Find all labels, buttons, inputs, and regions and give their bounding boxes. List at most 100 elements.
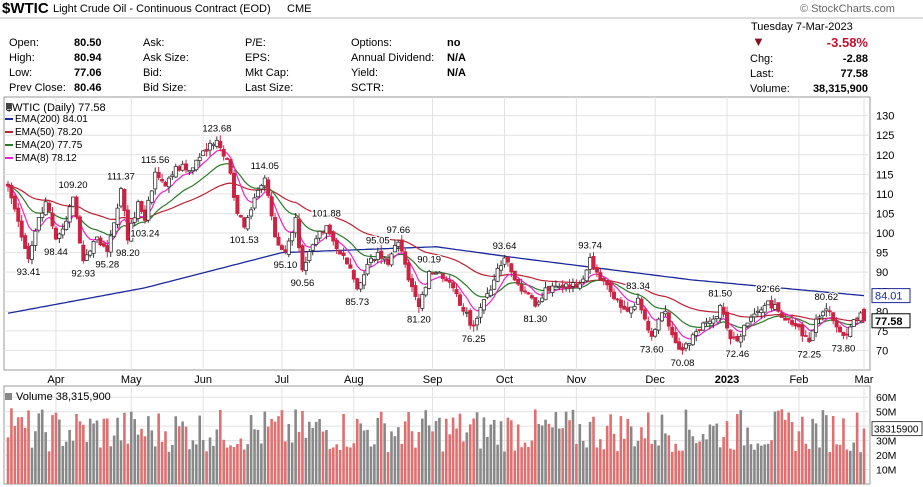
candle-body [598, 272, 603, 281]
candle-body [389, 253, 394, 266]
candle-body [707, 320, 712, 324]
x-tick-label: Mar [855, 374, 874, 386]
price-annotation: 92.93 [71, 269, 95, 280]
x-tick-label: Nov [567, 374, 587, 386]
volume-bar [623, 438, 626, 484]
volume-bar [40, 409, 44, 484]
candle-body [88, 250, 93, 256]
volume-bar [712, 425, 715, 484]
volume-bar [362, 430, 366, 484]
volume-tick-label: 60M [876, 392, 896, 404]
candle-body [382, 257, 387, 261]
price-annotation: 98.20 [116, 248, 140, 259]
down-arrow-icon: ▼ [752, 34, 765, 49]
candle-body [396, 241, 401, 247]
price-annotation: 85.73 [345, 297, 369, 308]
volume-bar [629, 426, 633, 484]
volume-bar [804, 443, 808, 484]
candle-body [410, 278, 415, 288]
volume-bar [801, 416, 804, 484]
volume-bar [444, 418, 448, 484]
volume-bar [277, 416, 280, 484]
candle-body [180, 163, 185, 171]
candle-body [348, 264, 353, 269]
quote-col1-labels: Open: High: Low: Prev Close: [9, 36, 66, 96]
volume-bar [188, 449, 191, 484]
volume-bar [34, 431, 37, 484]
candle-body [738, 335, 743, 343]
volume-bar [609, 414, 612, 484]
quote-col4-values: no N/A N/A [447, 36, 466, 81]
candle-body [307, 251, 312, 262]
candle-body [772, 304, 777, 310]
volume-bar [284, 441, 287, 484]
volume-bar [691, 436, 695, 484]
volume-bar [331, 447, 335, 484]
candle-body [636, 297, 641, 305]
volume-bar [763, 444, 767, 484]
volume-bar [619, 416, 623, 484]
volume-bar [51, 415, 54, 484]
volume-bar [503, 451, 506, 484]
volume-bar [37, 413, 41, 484]
candle-body [546, 285, 551, 292]
price-annotation: 93.64 [493, 241, 517, 252]
candle-body [327, 224, 332, 235]
volume-bar [489, 424, 493, 484]
volume-bar [359, 423, 362, 484]
candle-body [108, 235, 113, 253]
volume-bar [585, 447, 588, 484]
candle-body [820, 311, 825, 317]
candle-body [711, 318, 716, 324]
x-tick-label: Jun [194, 374, 212, 386]
volume-bar [568, 420, 571, 484]
candle-body [735, 335, 740, 342]
sctr-label: SCTR: [351, 82, 384, 94]
volume-tick-label: 10M [876, 465, 896, 477]
candle-body [211, 143, 216, 146]
volume-bar [379, 411, 383, 484]
candle-body [831, 312, 836, 322]
mkt-cap-label: Mkt Cap: [245, 67, 290, 79]
volume-bar [506, 417, 510, 484]
candle-body [848, 326, 853, 337]
candle-body [653, 329, 658, 337]
candle-body [9, 184, 14, 199]
volume-bar [157, 413, 160, 484]
y-tick-label: 110 [876, 189, 894, 201]
price-annotation: 93.41 [17, 267, 41, 278]
y-tick-label: 100 [876, 228, 894, 240]
candle-body [673, 332, 678, 344]
candle-body [523, 290, 528, 293]
candle-body [283, 249, 288, 253]
yield-label: Yield: [351, 67, 379, 79]
annual-dividend-label: Annual Dividend: [351, 52, 435, 64]
volume-bar [123, 412, 126, 484]
x-tick-label: Feb [789, 374, 808, 386]
volume-bar [520, 447, 523, 484]
price-annotation: 103.24 [130, 228, 159, 239]
candle-body [690, 334, 695, 346]
candle-body [12, 195, 17, 210]
volume-bar [653, 440, 657, 484]
price-annotation: 90.19 [417, 254, 441, 265]
volume-label: Volume: [750, 83, 790, 95]
volume-bar [147, 416, 150, 484]
volume-bar [783, 419, 787, 484]
volume-bar [99, 447, 102, 484]
volume-bar [82, 424, 85, 484]
volume-bar [88, 418, 92, 484]
volume-bar [218, 409, 222, 484]
volume-bar [537, 423, 541, 484]
candle-body [714, 316, 719, 320]
volume-bar [862, 428, 866, 484]
candle-body [519, 284, 524, 292]
candle-body [71, 196, 76, 207]
candle-body [495, 268, 500, 282]
volume-bar [746, 427, 749, 484]
volume-bar [496, 444, 499, 484]
volume-bar [64, 441, 68, 484]
volume-bar [71, 440, 75, 484]
volume-bar [266, 426, 270, 484]
candle-body [427, 271, 432, 289]
